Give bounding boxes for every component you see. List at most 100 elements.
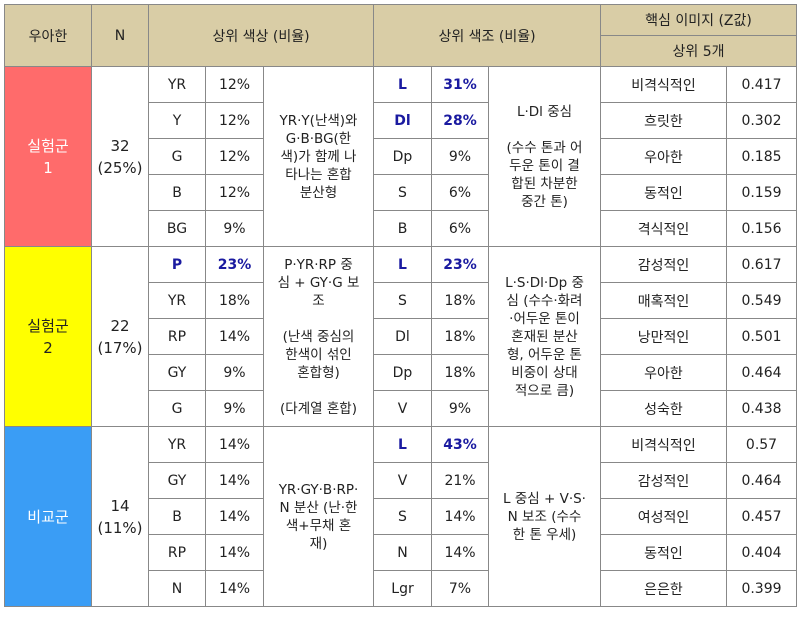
tone-description-line: 합된 차분한	[511, 175, 578, 192]
hue-pct: 14%	[205, 462, 264, 499]
tone-description-line: N 보조 (수수	[507, 508, 582, 525]
image-word: 성숙한	[600, 390, 727, 427]
tone-code: S	[373, 174, 432, 211]
tone-pct: 31%	[431, 66, 489, 103]
hue-description-line: (난색 중심의	[282, 328, 355, 345]
hue-pct: 9%	[205, 390, 264, 427]
image-z-value: 0.438	[725, 390, 798, 427]
group-pct: (17%)	[97, 338, 143, 357]
hue-description-line: YR·GY·B·RP·	[278, 481, 359, 498]
tone-pct: 23%	[431, 246, 489, 283]
tone-code: S	[373, 498, 432, 535]
hue-description-line: G·B·BG(한	[285, 130, 352, 147]
table-row: GY 14% V 21% 감성적인 0.464	[5, 462, 798, 499]
tone-pct: 28%	[431, 102, 489, 139]
tone-description-line: L·Dl 중심	[516, 103, 573, 120]
hue-description-line: 분산형	[299, 184, 338, 201]
tone-pct: 7%	[431, 570, 489, 607]
hue-description-line: N 분산 (난·한	[279, 499, 358, 516]
tone-description: L 중심 + V·S· N 보조 (수수 한 톤 우세)	[488, 426, 601, 607]
table-row: B 14% S 14% 여성적인 0.457	[5, 498, 798, 535]
hue-pct: 12%	[205, 102, 264, 139]
table-row: G 12% Dp 9% 우아한 0.185	[5, 138, 798, 175]
hue-description-line: 타나는 혼합	[285, 166, 352, 183]
image-z-value: 0.617	[725, 246, 798, 283]
group-name: 비교군	[27, 507, 69, 526]
tone-code: Dp	[373, 354, 432, 391]
hue-description-line: P·YR·RP 중	[284, 256, 353, 273]
table-row: YR 18% S 18% 매혹적인 0.549	[5, 282, 798, 319]
hue-pct: 9%	[205, 210, 264, 247]
header-top-hue: 상위 색상 (비율)	[148, 4, 374, 67]
table-row: 비교군 14 (11%) YR 14% YR·GY·B·RP· N 분산 (난·한 색+무채 …	[4, 426, 798, 607]
image-z-value: 0.302	[725, 102, 798, 139]
header-group: 우아한	[4, 4, 92, 67]
tone-description-line: (수수 톤과 어	[506, 139, 583, 156]
group-n-cell: 22 (17%)	[91, 246, 149, 427]
hue-code: B	[148, 174, 206, 211]
tone-code: V	[373, 390, 432, 427]
tone-pct: 9%	[431, 390, 489, 427]
hue-code: YR	[148, 426, 206, 463]
hue-description-line	[268, 310, 369, 328]
tone-pct: 18%	[431, 354, 489, 391]
hue-code: B	[148, 498, 206, 535]
tone-description-line: 적으로 큼)	[514, 382, 575, 399]
hue-description: YR·Y(난색)와 G·B·BG(한 색)가 함께 나 타나는 혼합 분산형	[263, 66, 374, 247]
tone-pct: 9%	[431, 138, 489, 175]
group-name-cell: 실험군 2	[4, 246, 92, 427]
tone-code: B	[373, 210, 432, 247]
tone-code: N	[373, 534, 432, 571]
group-n: 22	[110, 316, 130, 335]
hue-code: N	[148, 570, 206, 607]
tone-pct: 6%	[431, 174, 489, 211]
tone-description-line: 중간 톤)	[521, 193, 568, 210]
table-row: RP 14% N 14% 동적인 0.404	[5, 534, 798, 571]
hue-description-line: (다계열 혼합)	[280, 400, 357, 417]
image-word: 감성적인	[600, 462, 727, 499]
image-z-value: 0.417	[725, 66, 798, 103]
hue-pct: 14%	[205, 498, 264, 535]
tone-description-line: 비중이 상대	[511, 364, 578, 381]
table-row: B 12% S 6% 동적인 0.159	[5, 174, 798, 211]
hue-pct: 14%	[205, 318, 264, 355]
header-row: 우아한 N 상위 색상 (비율) 상위 색조 (비율) 핵심 이미지 (Z값)	[4, 4, 798, 67]
hue-pct: 18%	[205, 282, 264, 319]
hue-description: YR·GY·B·RP· N 분산 (난·한 색+무채 혼 재)	[263, 426, 374, 607]
tone-description-line: 혼재된 분산	[511, 328, 578, 345]
image-word: 감성적인	[600, 246, 727, 283]
image-z-value: 0.457	[725, 498, 798, 535]
group-number: 2	[43, 338, 53, 357]
table-row: G 9% V 9% 성숙한 0.438	[5, 390, 798, 427]
hue-code: YR	[148, 282, 206, 319]
tone-pct: 43%	[431, 426, 489, 463]
hue-pct: 12%	[205, 66, 264, 103]
tone-pct: 18%	[431, 318, 489, 355]
image-z-value: 0.549	[725, 282, 798, 319]
image-z-value: 0.464	[725, 462, 798, 499]
hue-pct: 14%	[205, 534, 264, 571]
tone-code: Dl	[373, 102, 432, 139]
image-z-value: 0.57	[725, 426, 798, 463]
group-name-cell: 비교군	[4, 426, 92, 607]
image-word: 비격식적인	[600, 66, 727, 103]
group-name-cell: 실험군 1	[4, 66, 92, 247]
tone-pct: 6%	[431, 210, 489, 247]
tone-description-line: ·어두운 톤이	[509, 310, 580, 327]
image-word: 여성적인	[600, 498, 727, 535]
tone-code: Dl	[373, 318, 432, 355]
group-n: 14	[110, 496, 130, 515]
image-z-value: 0.156	[725, 210, 798, 247]
hue-pct: 14%	[205, 426, 264, 463]
tone-code: L	[373, 426, 432, 463]
group-name: 실험군	[27, 316, 69, 335]
table-row: Y 12% Dl 28% 흐릿한 0.302	[5, 102, 798, 139]
image-z-value: 0.501	[725, 318, 798, 355]
group-n: 32	[110, 136, 130, 155]
tone-description-line: 심 (수수·화려	[506, 292, 583, 309]
hue-code: G	[148, 138, 206, 175]
hue-description-line: 심 + GY·G 보	[277, 274, 360, 291]
